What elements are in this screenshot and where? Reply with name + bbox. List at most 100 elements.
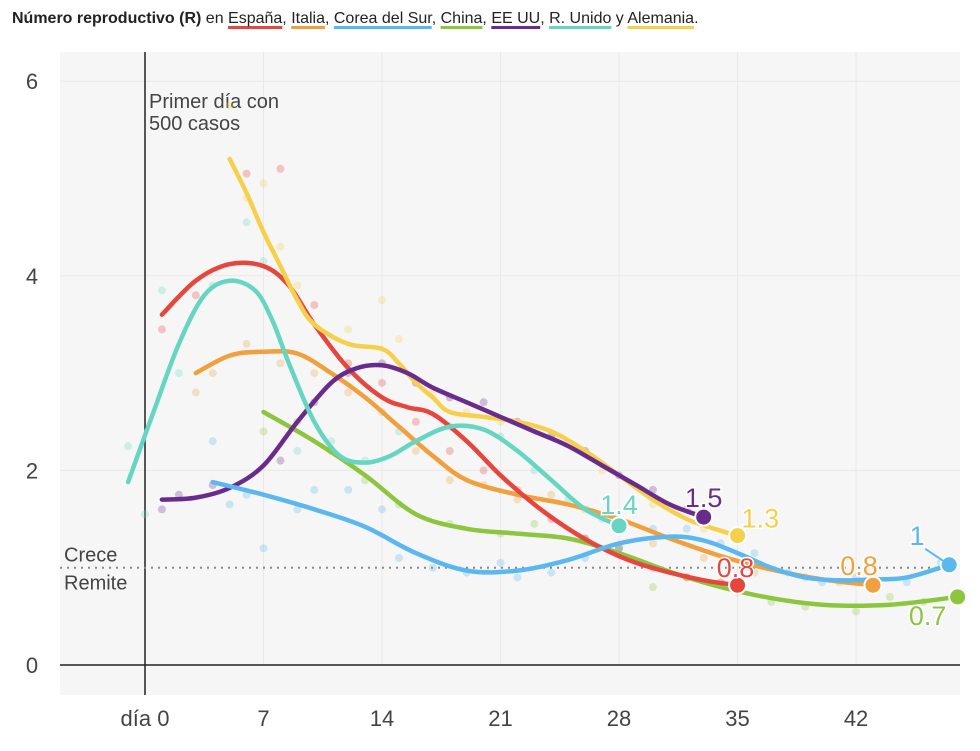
scatter-point-corea-del-sur: [682, 524, 691, 533]
series-line-corea-del-sur: [210, 479, 952, 583]
series-end-label-r-unido: 1.4: [600, 490, 638, 520]
scatter-point-corea-del-sur: [750, 549, 759, 558]
scatter-point-r-unido: [293, 446, 302, 455]
x-tick-label: 28: [607, 706, 631, 731]
series-end-label-ee-uu: 1.5: [685, 483, 723, 513]
legend-separator: ,: [540, 10, 550, 27]
series-lines: [125, 156, 960, 609]
scatter-point-ee-uu: [174, 490, 183, 499]
scatter-point-italia: [750, 568, 759, 577]
scatter-point-espa-a: [276, 164, 285, 173]
threshold-label-below: Remite: [64, 573, 127, 595]
scatter-point-corea-del-sur: [310, 485, 319, 494]
axes: 0 2 4 6 día 0 7 14 21 28 35 42: [26, 69, 960, 731]
scatter-point-r-unido: [157, 286, 166, 295]
scatter-point-corea-del-sur: [428, 563, 437, 572]
scatter-point-italia: [208, 369, 217, 378]
day-zero-label-line2: 500 casos: [149, 113, 240, 135]
scatter-point-corea-del-sur: [259, 544, 268, 553]
scatter-point-corea-del-sur: [496, 558, 505, 567]
series-endpoint-alemania: [728, 526, 748, 546]
series-endpoints: 0.7 0.8 0.8 1.3 1.5 1.4 1: [599, 482, 968, 632]
x-tick-label: 21: [488, 706, 512, 731]
series-end-label-italia: 0.8: [840, 551, 878, 581]
y-tick-label: 6: [26, 69, 38, 94]
scatter-point-corea-del-sur: [208, 437, 217, 446]
scatter-point-ee-uu: [479, 398, 488, 407]
series-line-alemania: [227, 156, 740, 538]
series-line-espa-a: [159, 260, 740, 588]
plot-background: [60, 52, 960, 695]
scatter-point-alemania: [394, 335, 403, 344]
header-prefix: en: [201, 10, 229, 27]
scatter-point-china: [530, 519, 539, 528]
scatter-point-italia: [513, 495, 522, 504]
scatter-point-italia: [699, 553, 708, 562]
legend-separator: ,: [482, 10, 492, 27]
scatter-point-china: [885, 592, 894, 601]
scatter-point-italia: [242, 339, 251, 348]
series-end-label-corea-del-sur: 1: [910, 521, 925, 551]
scatter-point-china: [852, 607, 861, 616]
series-endpoint-china: [948, 587, 968, 607]
series-endpoint-italia: [863, 575, 883, 595]
series-line-china: [261, 409, 960, 609]
corea-label-leader: [924, 547, 944, 562]
scatter-point-china: [259, 427, 268, 436]
series-end-label-china: 0.7: [909, 601, 947, 631]
scatter-point-espa-a: [242, 169, 251, 178]
scatter-point-alemania: [293, 281, 302, 290]
scatter-point-r-unido: [141, 510, 149, 519]
scatter-point-italia: [411, 446, 420, 455]
scatter-point-espa-a: [479, 466, 488, 475]
scatter-point-corea-del-sur: [378, 505, 387, 514]
scatter-point-italia: [276, 359, 285, 368]
scatter-point-italia: [547, 490, 556, 499]
scatter-point-corea-del-sur: [513, 573, 522, 582]
scatter-point-alemania: [225, 101, 234, 110]
scatter-point-alemania: [276, 242, 285, 251]
scatter-point-china: [648, 583, 657, 592]
legend-country: Alemania: [627, 10, 695, 27]
scatter-point-italia: [344, 388, 353, 397]
legend-country: R. Unido: [549, 10, 612, 27]
scatter-point-italia: [648, 539, 657, 548]
x-tick-label: día 0: [121, 706, 170, 731]
y-tick-label: 2: [26, 458, 38, 483]
scatter-point-alemania: [259, 179, 268, 188]
legend-separator: ,: [431, 10, 441, 27]
scatter-point-r-unido: [174, 369, 183, 378]
scatter-point-corea-del-sur: [344, 485, 353, 494]
legend-country: EE UU: [491, 10, 541, 27]
scatter-point-r-unido: [124, 442, 133, 451]
legend-separator: ,: [324, 10, 334, 27]
y-tick-label: 4: [26, 264, 38, 289]
legend-separator: ,: [282, 10, 292, 27]
chart-header: Número reproductivo (R) en España, Itali…: [12, 10, 699, 28]
y-tick-label: 0: [26, 653, 38, 678]
scatter-point-ee-uu: [276, 456, 285, 465]
scatter-point-corea-del-sur: [394, 553, 403, 562]
legend-country: España: [228, 10, 283, 27]
legend-country: Corea del Sur: [333, 10, 432, 27]
series-line-italia: [193, 348, 876, 588]
scatter-point-alemania: [344, 325, 353, 334]
series-line-r-unido: [125, 278, 622, 529]
scatter-point-espa-a: [445, 446, 454, 455]
header-suffix: .: [694, 10, 699, 27]
scatter-point-espa-a: [157, 325, 166, 334]
series-end-label-alemania: 1.3: [742, 504, 780, 534]
series-endpoint-r-unido: [609, 516, 629, 536]
series-endpoint-ee-uu: [694, 507, 714, 527]
legend-country: China: [440, 10, 483, 27]
legend-country: Italia: [291, 10, 325, 27]
x-tick-label: 42: [844, 706, 868, 731]
scatter-point-corea-del-sur: [547, 568, 556, 577]
chart-title: Número reproductivo (R): [12, 10, 202, 27]
scatter-point-ee-uu: [157, 505, 166, 514]
scatter-point-espa-a: [378, 378, 387, 387]
x-tick-label: 7: [257, 706, 269, 731]
scatter-point-espa-a: [191, 291, 200, 300]
